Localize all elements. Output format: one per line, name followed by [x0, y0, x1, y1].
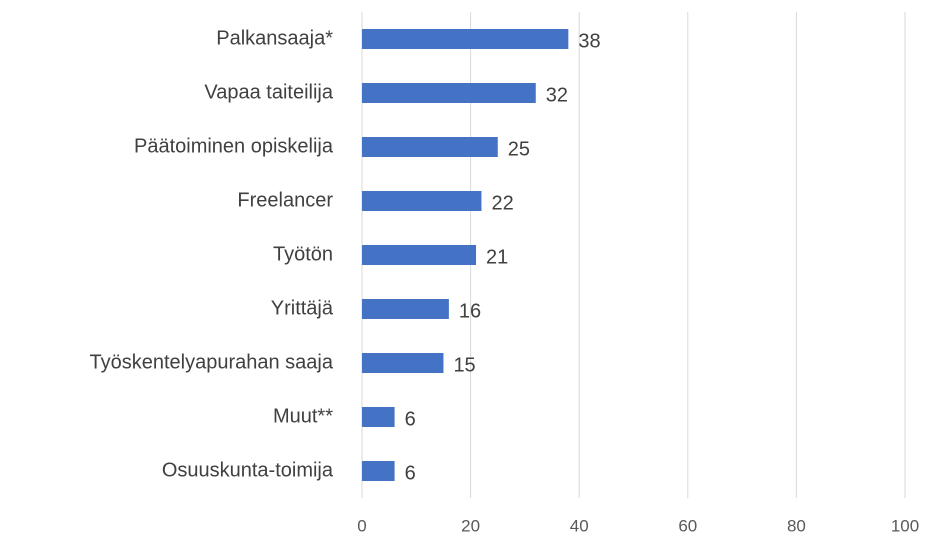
bar — [362, 29, 569, 49]
bar — [362, 461, 395, 481]
x-tick-label: 60 — [678, 516, 697, 535]
x-tick-label: 0 — [357, 516, 366, 535]
y-tick-label: Työtön — [273, 243, 333, 265]
bar — [362, 245, 477, 265]
y-tick-label: Palkansaaja* — [216, 27, 333, 49]
data-label: 22 — [491, 192, 513, 214]
data-label: 6 — [405, 462, 416, 484]
y-tick-label: Freelancer — [237, 189, 333, 211]
data-label: 16 — [459, 300, 481, 322]
data-label: 38 — [578, 30, 600, 52]
y-tick-label: Päätoiminen opiskelija — [134, 135, 334, 157]
y-tick-label: Vapaa taiteilija — [204, 81, 333, 103]
bar — [362, 137, 498, 157]
x-tick-label: 80 — [787, 516, 806, 535]
y-tick-label: Osuuskunta-toimija — [162, 459, 334, 481]
y-tick-label: Yrittäjä — [271, 297, 334, 319]
bar — [362, 191, 482, 211]
bar — [362, 353, 444, 373]
data-label: 32 — [546, 84, 568, 106]
x-tick-label: 20 — [461, 516, 480, 535]
bar — [362, 407, 395, 427]
x-tick-label: 40 — [570, 516, 589, 535]
bar — [362, 83, 536, 103]
y-tick-label: Työskentelyapurahan saaja — [90, 351, 334, 373]
data-label: 6 — [405, 408, 416, 430]
data-label: 21 — [486, 246, 508, 268]
data-label: 25 — [508, 138, 530, 160]
x-tick-label: 100 — [891, 516, 919, 535]
data-label: 15 — [453, 354, 475, 376]
bar — [362, 299, 449, 319]
y-tick-label: Muut** — [273, 405, 333, 427]
